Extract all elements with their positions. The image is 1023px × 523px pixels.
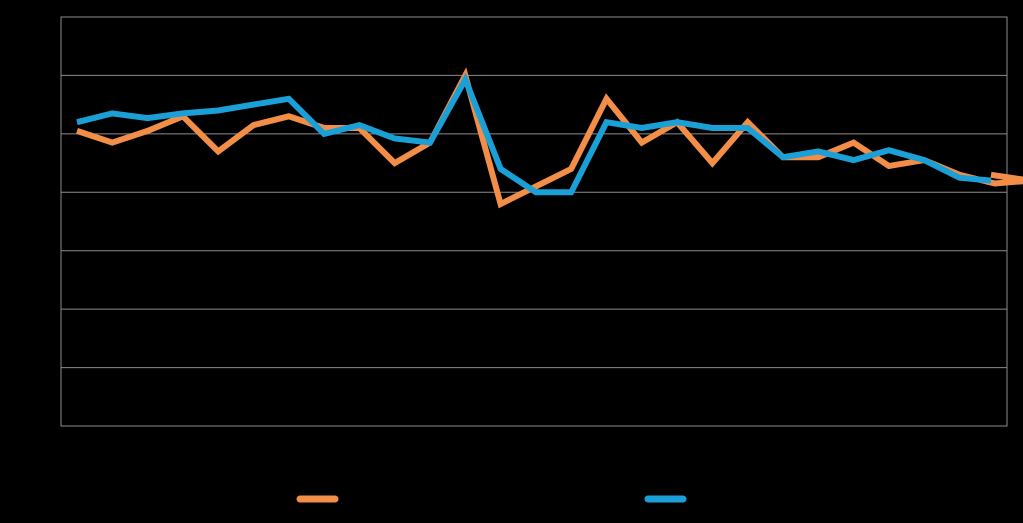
- series-lines: [76, 67, 1023, 209]
- plot-area-border: [60, 16, 1008, 427]
- series-line-1: [76, 67, 1023, 209]
- gridlines: [60, 16, 1008, 427]
- series-line-2: [76, 72, 992, 196]
